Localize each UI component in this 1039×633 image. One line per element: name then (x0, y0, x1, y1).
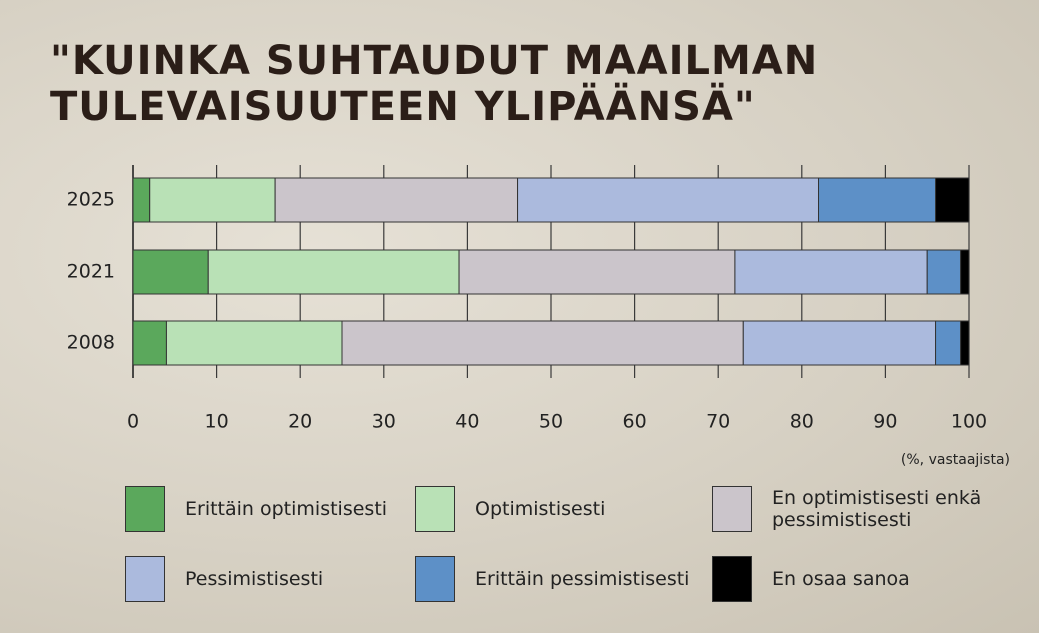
bar-segment (207, 249, 460, 295)
legend-label: Erittäin pessimistisesti (475, 568, 690, 590)
legend-swatch (712, 556, 752, 602)
bar-segment (960, 249, 970, 295)
x-tick-label: 70 (706, 411, 730, 433)
legend-label: Optimistisesti (475, 498, 606, 520)
bar-segment (274, 177, 519, 223)
bar-segment (960, 320, 970, 366)
bar-segment (734, 249, 928, 295)
bar-segment (517, 177, 820, 223)
y-tick-label: 2025 (67, 189, 115, 211)
x-tick-label: 60 (623, 411, 647, 433)
bar-segment (165, 320, 343, 366)
legend-label: En optimistisesti enkä pessimistisesti (772, 487, 982, 531)
legend-item: En optimistisesti enkä pessimistisesti (712, 485, 1002, 533)
x-tick-label: 0 (127, 411, 139, 433)
x-tick-label: 50 (539, 411, 563, 433)
x-tick-label: 90 (873, 411, 897, 433)
legend-label: Erittäin optimistisesti (185, 498, 388, 520)
legend-item: Optimistisesti (415, 485, 705, 533)
bar-segment (149, 177, 276, 223)
legend-item: Erittäin pessimistisesti (415, 555, 705, 603)
x-tick-label: 20 (288, 411, 312, 433)
x-tick-label: 40 (455, 411, 479, 433)
bar-segment (458, 249, 736, 295)
x-tick-label: 30 (372, 411, 396, 433)
legend-item: Erittäin optimistisesti (125, 485, 415, 533)
bar-segment (935, 177, 970, 223)
legend-label: Pessimistisesti (185, 568, 324, 590)
bar-segment (132, 320, 167, 366)
bar-segment (341, 320, 744, 366)
legend-label: En osaa sanoa (772, 568, 910, 590)
chart-title: "KUINKA SUHTAUDUT MAAILMAN TULEVAISUUTEE… (50, 38, 819, 130)
x-tick-label: 10 (205, 411, 229, 433)
bar-segment (926, 249, 962, 295)
bar-segment (935, 320, 962, 366)
x-tick-label: 100 (951, 411, 987, 433)
legend-swatch (125, 486, 165, 532)
legend-swatch (415, 486, 455, 532)
legend-item: En osaa sanoa (712, 555, 1002, 603)
bar-segment (818, 177, 937, 223)
legend-swatch (712, 486, 752, 532)
y-tick-label: 2008 (67, 332, 115, 354)
bar-segment (742, 320, 937, 366)
legend-swatch (415, 556, 455, 602)
unit-note: (%, vastaajista) (901, 452, 1010, 468)
legend-swatch (125, 556, 165, 602)
bar-segment (132, 249, 209, 295)
y-tick-label: 2021 (67, 261, 115, 283)
x-tick-label: 80 (790, 411, 814, 433)
legend-item: Pessimistisesti (125, 555, 415, 603)
bar-segment (132, 177, 151, 223)
